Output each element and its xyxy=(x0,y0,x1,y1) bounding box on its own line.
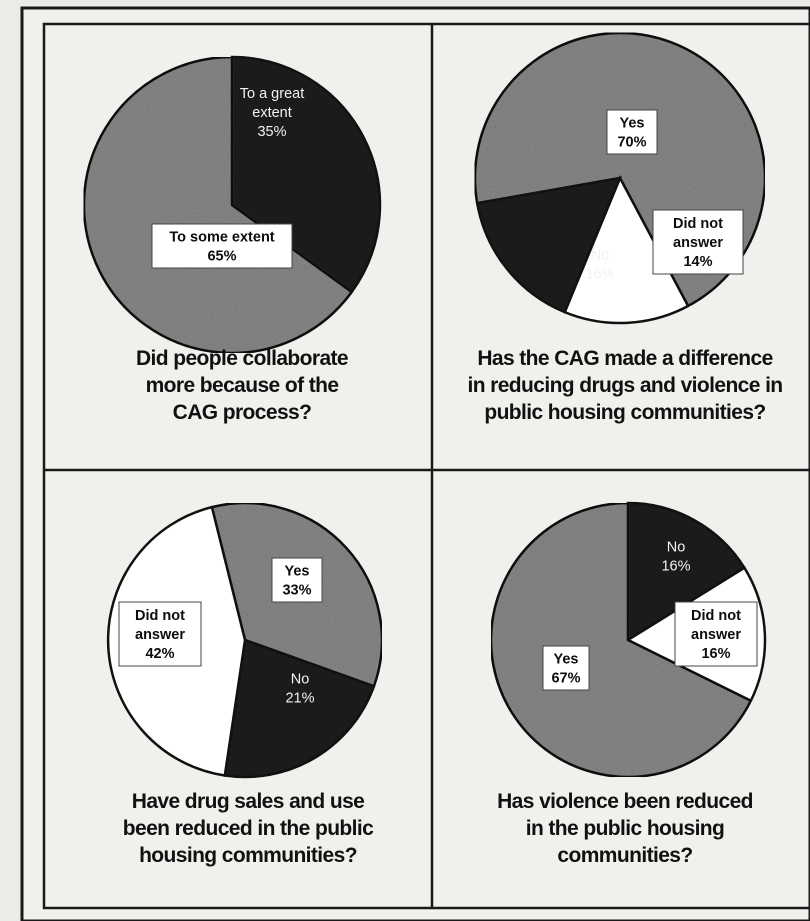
slice-label: No 16% xyxy=(661,540,690,575)
pie-slice-to-a-great xyxy=(230,55,382,294)
slice-label-box xyxy=(606,109,658,155)
slice-label-box xyxy=(674,601,758,667)
slice-label: Did not answer 42% xyxy=(135,608,185,662)
pie-chart-2: Yes 70% Did not answer 14% No 16% Has the CAG m… xyxy=(467,31,783,424)
inner-frame xyxy=(42,22,810,910)
slice-label-box xyxy=(542,645,590,691)
slice-label: Yes 70% xyxy=(617,116,646,151)
slice-label: Yes 33% xyxy=(282,564,311,599)
pie-chart-3: Yes 33% No 21% Did not answer 42% Have drug sal… xyxy=(106,501,384,867)
pie-slice-yes xyxy=(489,501,753,779)
chart-question-title: Has the CAG made a difference in reducing… xyxy=(467,347,782,424)
slice-label: To a great extent 35% xyxy=(240,86,305,140)
slice-label: Did not answer 16% xyxy=(691,608,741,662)
chart-question-title: Has violence been reduced in the public h… xyxy=(497,790,753,867)
chart-question-title: Did people collaborate more because of th… xyxy=(136,347,348,424)
slice-label: No 21% xyxy=(285,672,314,707)
pie-slice-no xyxy=(626,501,747,643)
slice-label: To some extent 65% xyxy=(169,230,274,265)
slice-label: Yes 67% xyxy=(551,652,580,687)
slice-label: Did not answer 14% xyxy=(673,216,723,270)
slice-label-box xyxy=(151,223,293,269)
pie-chart-4: No 16% Did not answer 16% Yes 67% Has violence … xyxy=(489,501,767,867)
pie-slice-no xyxy=(475,176,623,314)
slice-label: No 16% xyxy=(585,248,614,283)
outer-frame xyxy=(20,6,810,921)
pie-slice-to-some-extent xyxy=(82,55,354,355)
slice-label-box xyxy=(652,209,744,275)
pie-slice-no xyxy=(223,638,376,779)
pie-chart-1: To a great extent 35% To some extent 65% Did … xyxy=(82,55,382,424)
slice-label-box xyxy=(271,557,323,603)
slice-label-box xyxy=(118,601,202,667)
chart-question-title: Have drug sales and use been reduced in t… xyxy=(123,790,374,867)
pie-slice-did-not xyxy=(563,175,690,325)
